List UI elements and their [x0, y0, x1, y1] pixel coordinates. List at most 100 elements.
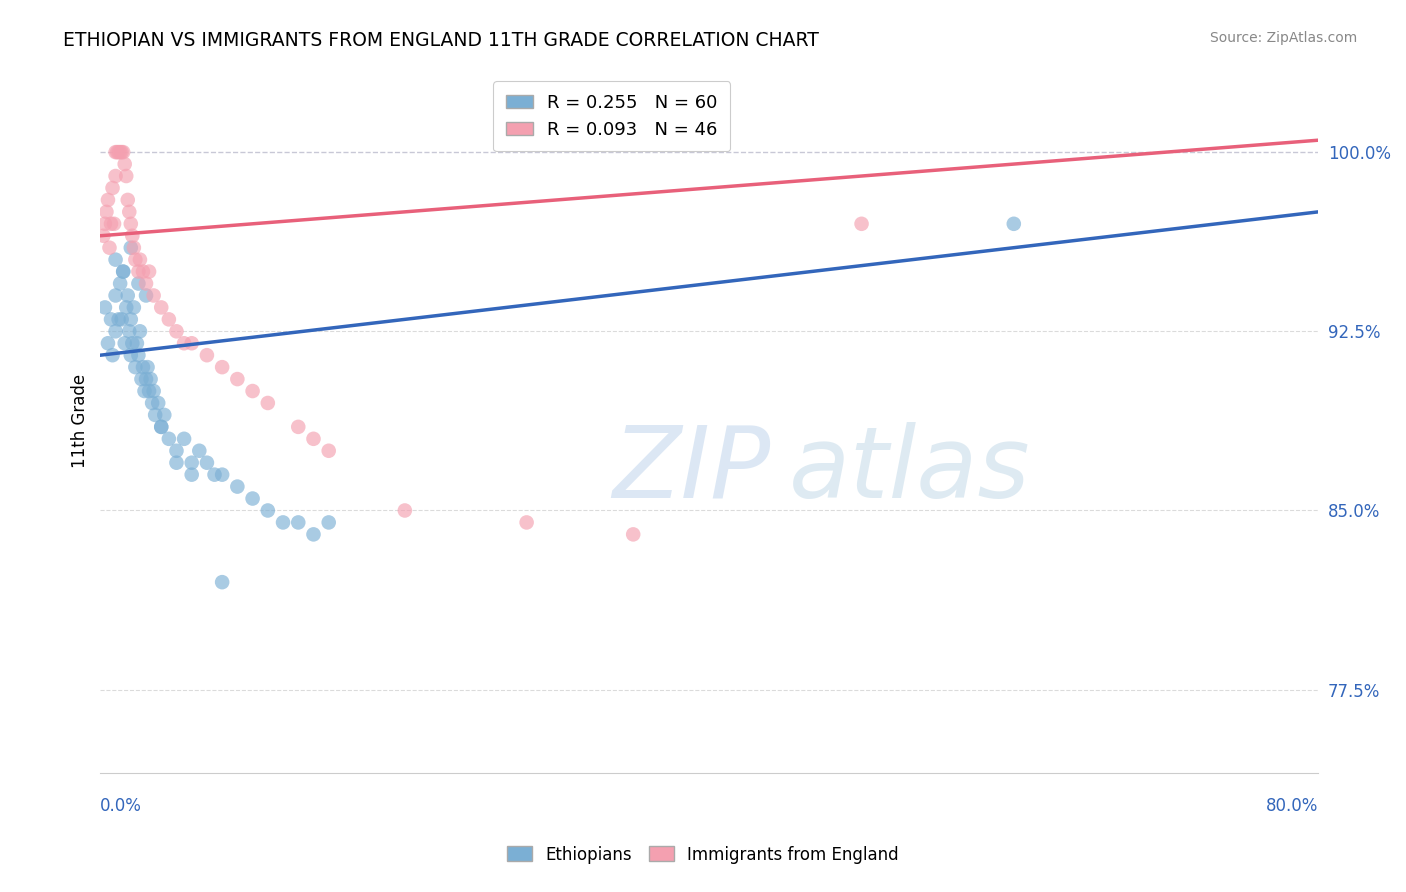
Point	[150, 420, 173, 434]
Point	[142, 384, 165, 398]
Point	[135, 372, 157, 386]
Point	[211, 360, 233, 375]
Point	[188, 443, 211, 458]
Point	[142, 288, 165, 302]
Point	[117, 193, 139, 207]
Text: ZIP: ZIP	[612, 422, 770, 519]
Point	[104, 145, 127, 160]
Point	[121, 336, 143, 351]
Point	[204, 467, 226, 482]
Point	[195, 456, 218, 470]
Point	[157, 312, 180, 326]
Point	[117, 288, 139, 302]
Point	[242, 384, 264, 398]
Point	[302, 432, 325, 446]
Point	[105, 145, 128, 160]
Point	[318, 443, 340, 458]
Point	[1002, 217, 1025, 231]
Point	[211, 467, 233, 482]
Y-axis label: 11th Grade: 11th Grade	[72, 374, 89, 468]
Point	[256, 503, 278, 517]
Point	[132, 264, 155, 278]
Legend: R = 0.255   N = 60, R = 0.093   N = 46: R = 0.255 N = 60, R = 0.093 N = 46	[494, 81, 731, 152]
Point	[134, 384, 156, 398]
Point	[173, 432, 195, 446]
Point	[157, 432, 180, 446]
Point	[108, 145, 131, 160]
Point	[122, 241, 145, 255]
Point	[114, 336, 136, 351]
Point	[138, 264, 160, 278]
Point	[100, 312, 122, 326]
Point	[211, 575, 233, 590]
Point	[112, 145, 135, 160]
Point	[166, 456, 188, 470]
Point	[120, 348, 142, 362]
Point	[111, 145, 134, 160]
Point	[124, 252, 146, 267]
Point	[394, 503, 416, 517]
Point	[124, 360, 146, 375]
Point	[121, 228, 143, 243]
Point	[318, 516, 340, 530]
Point	[97, 193, 120, 207]
Point	[226, 480, 249, 494]
Point	[166, 324, 188, 338]
Point	[173, 336, 195, 351]
Point	[180, 336, 202, 351]
Text: Source: ZipAtlas.com: Source: ZipAtlas.com	[1209, 31, 1357, 45]
Point	[103, 217, 125, 231]
Point	[135, 288, 157, 302]
Point	[256, 396, 278, 410]
Point	[135, 277, 157, 291]
Point	[851, 217, 873, 231]
Point	[148, 396, 170, 410]
Point	[125, 336, 148, 351]
Point	[104, 288, 127, 302]
Point	[180, 456, 202, 470]
Point	[127, 264, 149, 278]
Point	[104, 169, 127, 183]
Point	[104, 252, 127, 267]
Point	[127, 277, 149, 291]
Point	[96, 205, 118, 219]
Point	[132, 360, 155, 375]
Point	[242, 491, 264, 506]
Point	[115, 169, 138, 183]
Point	[101, 348, 124, 362]
Point	[271, 516, 294, 530]
Point	[139, 372, 162, 386]
Point	[138, 384, 160, 398]
Point	[118, 205, 141, 219]
Point	[112, 264, 135, 278]
Point	[127, 348, 149, 362]
Point	[136, 360, 159, 375]
Text: 0.0%: 0.0%	[100, 797, 142, 815]
Point	[150, 420, 173, 434]
Point	[302, 527, 325, 541]
Point	[131, 372, 153, 386]
Point	[107, 145, 129, 160]
Point	[101, 181, 124, 195]
Point	[120, 241, 142, 255]
Text: atlas: atlas	[789, 422, 1031, 519]
Point	[180, 467, 202, 482]
Point	[114, 157, 136, 171]
Point	[153, 408, 176, 422]
Point	[107, 312, 129, 326]
Point	[621, 527, 644, 541]
Point	[166, 443, 188, 458]
Text: ETHIOPIAN VS IMMIGRANTS FROM ENGLAND 11TH GRADE CORRELATION CHART: ETHIOPIAN VS IMMIGRANTS FROM ENGLAND 11T…	[63, 31, 820, 50]
Point	[287, 420, 309, 434]
Point	[97, 336, 120, 351]
Point	[115, 301, 138, 315]
Point	[118, 324, 141, 338]
Point	[98, 241, 121, 255]
Point	[129, 324, 152, 338]
Point	[129, 252, 152, 267]
Point	[100, 217, 122, 231]
Text: 80.0%: 80.0%	[1265, 797, 1319, 815]
Point	[150, 301, 173, 315]
Point	[111, 312, 134, 326]
Point	[108, 277, 131, 291]
